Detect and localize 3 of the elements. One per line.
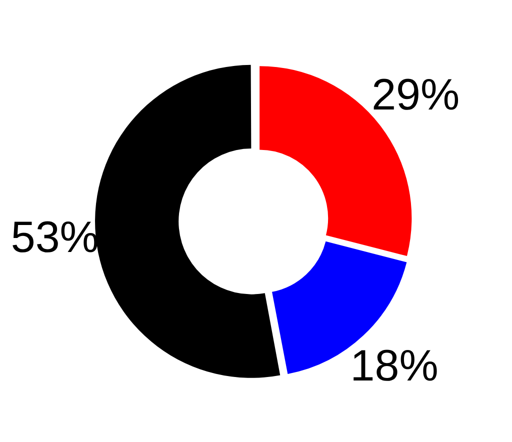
data-label: 18% <box>350 341 438 390</box>
data-label: 53% <box>10 213 99 262</box>
data-label: 29% <box>372 70 460 120</box>
